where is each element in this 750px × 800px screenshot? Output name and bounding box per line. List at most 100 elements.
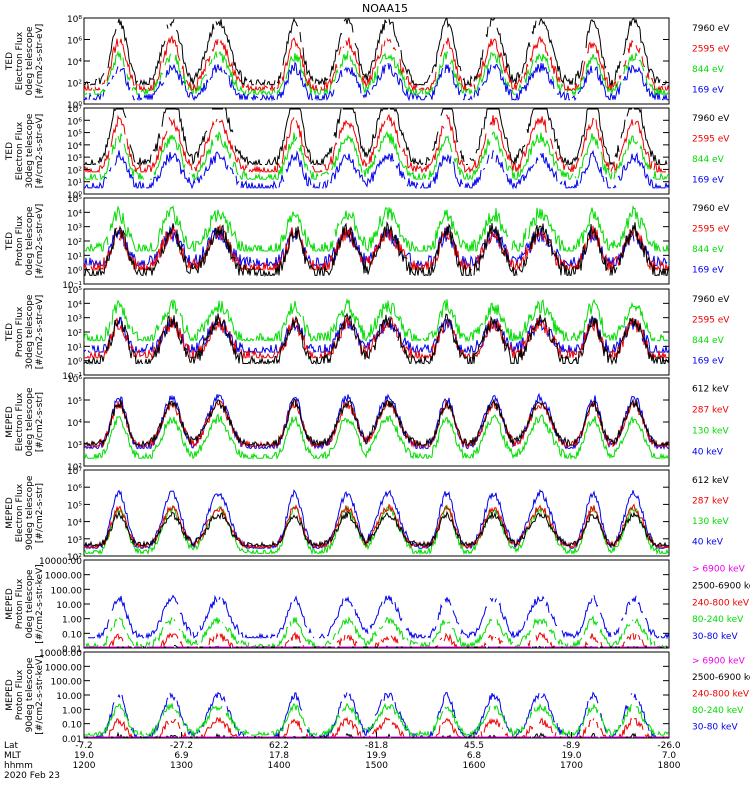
y-tick-label: 10⁻¹ [62, 281, 82, 291]
time-row-label: MLT [4, 751, 22, 761]
legend-entry: 2500-6900 keV [692, 581, 750, 591]
y-tick-label: 10000.00 [39, 557, 82, 567]
legend-entry: 169 eV [692, 176, 725, 186]
time-tick-label: -26.0 [657, 741, 681, 751]
y-tick-label: 0.01 [62, 645, 82, 655]
y-axis-label: MEPED [5, 406, 15, 438]
y-tick-label: 10¹ [67, 343, 82, 353]
y-axis-label: Proton Flux [15, 215, 25, 266]
figure-title: NOAA15 [362, 2, 408, 15]
legend-entry: 2595 eV [692, 225, 730, 235]
series-169-ev [84, 61, 669, 102]
y-axis-label: 0deg telescope [25, 387, 35, 457]
y-axis-label: TED [5, 323, 15, 342]
y-axis-label: TED [5, 52, 15, 71]
time-tick-label: -7.2 [75, 741, 93, 751]
y-tick-label: 0.01 [62, 735, 82, 745]
legend-entry: 287 keV [692, 405, 729, 415]
series-2595-ev [84, 113, 669, 174]
y-tick-label: 10⁰ [67, 267, 82, 277]
legend-entry: 169 eV [692, 86, 725, 96]
y-tick-label: 10⁶ [67, 117, 82, 127]
time-axis: Lat -7.2 -27.2 62.2 -81.8 45.5 -8.9 -26.0 MLT 19.… [4, 732, 681, 781]
series-844-ev [84, 50, 669, 97]
time-tick-label: 19.0 [561, 751, 581, 761]
legend-entry: > 6900 keV [692, 656, 746, 666]
y-tick-label: 100.00 [51, 678, 83, 688]
time-tick-label: 62.2 [269, 741, 289, 751]
y-tick-label: 10⁰ [67, 101, 82, 111]
legend-entry: 130 keV [692, 426, 729, 436]
y-axis-label: [#/cm2-s-str-eV] [35, 204, 45, 279]
y-tick-label: 100.00 [51, 586, 83, 596]
time-tick-label: 1600 [463, 761, 486, 771]
time-tick-label: 45.5 [464, 741, 484, 751]
y-tick-label: 10⁵ [67, 397, 82, 407]
y-axis-label: 30deg telescope [25, 113, 35, 188]
y-tick-label: 10³ [67, 154, 82, 164]
series-844-ev [84, 130, 669, 181]
time-tick-label: 19.9 [366, 751, 386, 761]
legend-entry: 7960 eV [692, 24, 730, 34]
y-axis-label: MEPED [5, 588, 15, 620]
y-axis-label: 90deg telescope [25, 475, 35, 550]
y-tick-label: 10000.00 [39, 649, 82, 659]
y-tick-label: 10⁶ [67, 484, 82, 494]
y-tick-label: 10.00 [56, 692, 82, 702]
y-axis-label: [#/cm2-s-str-eV] [35, 114, 45, 189]
y-axis-label: Electron Flux [15, 31, 25, 90]
y-tick-label: 1000.00 [45, 663, 82, 673]
y-tick-label: 10⁴ [67, 209, 82, 219]
time-tick-label: 1800 [658, 761, 681, 771]
traces [84, 691, 669, 738]
traces [84, 594, 669, 648]
time-tick-label: 1300 [170, 761, 193, 771]
y-tick-label: 10⁸ [67, 15, 82, 25]
legend-entry: 240-800 keV [692, 689, 750, 699]
y-tick-label: 10² [67, 80, 82, 90]
y-tick-label: 10⁵ [67, 195, 82, 205]
y-axis-label: Electron Flux [15, 392, 25, 451]
time-tick-label: 1400 [268, 761, 291, 771]
panel-8: 0.01 0.10 1.00 10.00 100.00 1000.00 10000.00 ME… [5, 649, 750, 745]
time-tick-label: -81.8 [365, 741, 389, 751]
y-tick-label: 10² [67, 166, 82, 176]
legend-entry: 130 keV [692, 517, 729, 527]
y-tick-label: 1.00 [62, 706, 82, 716]
panel-frame [83, 197, 670, 285]
series-40-kev [84, 489, 669, 550]
series-169-ev [84, 149, 669, 190]
legend-entry: 169 eV [692, 357, 725, 367]
y-tick-label: 10² [67, 329, 82, 339]
legend-entry: 844 eV [692, 65, 725, 75]
legend-entry: > 6900 keV [692, 564, 746, 574]
panel-4: 10⁻¹ 10⁰ 10¹ 10² 10³ 10⁴ 10⁵ TED Proton Flux 30de… [5, 286, 730, 382]
y-tick-label: 10² [67, 463, 82, 473]
y-axis-label: TED [5, 142, 15, 161]
y-tick-label: 10⁴ [67, 300, 82, 310]
y-axis-label: 30deg telescope [25, 294, 35, 369]
y-tick-label: 10² [67, 238, 82, 248]
y-tick-label: 10⁵ [67, 130, 82, 140]
y-axis-label: Electron Flux [15, 483, 25, 542]
panel-5: 10² 10³ 10⁴ 10⁵ 10⁶ MEPED Electron Flux 0deg te… [5, 375, 729, 473]
panel-frame [83, 17, 670, 105]
y-axis-label: MEPED [5, 679, 15, 711]
y-axis-label: Proton Flux [15, 578, 25, 629]
y-tick-label: 10³ [67, 536, 82, 546]
y-tick-label: 10³ [67, 315, 82, 325]
y-tick-label: 10⁰ [67, 358, 82, 368]
series-844-ev [84, 205, 669, 253]
y-tick-label: 10⁷ [67, 467, 82, 477]
legend-entry: 7960 eV [692, 295, 730, 305]
time-tick-label: 6.9 [174, 751, 189, 761]
series-7960-ev [84, 221, 669, 278]
legend-entry: 30-80 keV [692, 632, 738, 642]
legend-entry: 612 keV [692, 384, 729, 394]
y-axis-label: [#/cm2-s-str] [35, 483, 45, 543]
legend-entry: 612 keV [692, 476, 729, 486]
legend-entry: 7960 eV [692, 204, 730, 214]
time-tick-label: 1500 [365, 761, 388, 771]
